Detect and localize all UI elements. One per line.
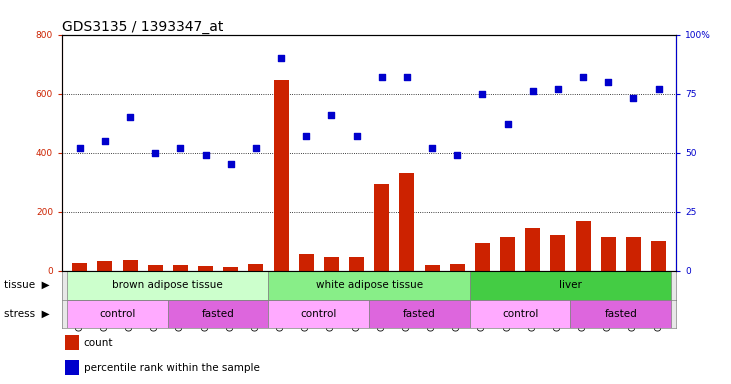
- Point: [351, 133, 363, 139]
- Point: [552, 86, 564, 92]
- Bar: [399, 173, 414, 271]
- Point: [300, 133, 312, 139]
- Point: [149, 150, 161, 156]
- Bar: [67, 271, 268, 300]
- Bar: [198, 266, 213, 271]
- Bar: [349, 257, 364, 271]
- Text: GDS3135 / 1393347_at: GDS3135 / 1393347_at: [62, 20, 224, 33]
- Point: [376, 74, 387, 80]
- Text: control: control: [502, 309, 538, 319]
- Point: [124, 114, 136, 120]
- Point: [602, 79, 614, 85]
- Bar: [299, 255, 314, 271]
- Bar: [575, 220, 591, 271]
- Bar: [369, 300, 470, 328]
- Point: [175, 145, 186, 151]
- Bar: [475, 243, 490, 271]
- Point: [501, 121, 513, 127]
- Text: fasted: fasted: [202, 309, 235, 319]
- Bar: [268, 271, 470, 300]
- Bar: [65, 360, 79, 375]
- Bar: [65, 335, 79, 350]
- Bar: [97, 261, 113, 271]
- Point: [276, 55, 287, 61]
- Bar: [374, 184, 390, 271]
- Point: [527, 88, 539, 94]
- Bar: [450, 264, 465, 271]
- Text: tissue  ▶: tissue ▶: [4, 280, 50, 290]
- Text: control: control: [300, 309, 337, 319]
- Point: [477, 91, 488, 97]
- Point: [451, 152, 463, 158]
- Point: [426, 145, 438, 151]
- Point: [74, 145, 86, 151]
- Bar: [168, 300, 268, 328]
- Bar: [268, 300, 369, 328]
- Bar: [470, 271, 671, 300]
- Bar: [72, 263, 87, 271]
- Point: [99, 138, 111, 144]
- Point: [401, 74, 413, 80]
- Bar: [550, 235, 566, 271]
- Bar: [123, 260, 137, 271]
- Bar: [324, 257, 339, 271]
- Bar: [148, 265, 163, 271]
- Point: [200, 152, 211, 158]
- Text: count: count: [83, 338, 113, 348]
- Bar: [273, 80, 289, 271]
- Point: [225, 161, 237, 167]
- Bar: [570, 300, 671, 328]
- Bar: [626, 237, 641, 271]
- Bar: [500, 237, 515, 271]
- Bar: [425, 265, 439, 271]
- Bar: [651, 241, 666, 271]
- Point: [577, 74, 589, 80]
- Point: [325, 112, 337, 118]
- Bar: [173, 265, 188, 271]
- Text: percentile rank within the sample: percentile rank within the sample: [83, 362, 260, 373]
- Point: [653, 86, 664, 92]
- Bar: [67, 300, 168, 328]
- Bar: [525, 228, 540, 271]
- Bar: [601, 237, 616, 271]
- Text: brown adipose tissue: brown adipose tissue: [113, 280, 223, 290]
- Bar: [223, 267, 238, 271]
- Text: liver: liver: [559, 280, 582, 290]
- Text: control: control: [99, 309, 136, 319]
- Point: [250, 145, 262, 151]
- Text: fasted: fasted: [403, 309, 436, 319]
- Text: stress  ▶: stress ▶: [4, 309, 50, 319]
- Bar: [249, 264, 263, 271]
- Text: fasted: fasted: [605, 309, 637, 319]
- Text: white adipose tissue: white adipose tissue: [316, 280, 423, 290]
- Point: [627, 95, 639, 101]
- Bar: [470, 300, 570, 328]
